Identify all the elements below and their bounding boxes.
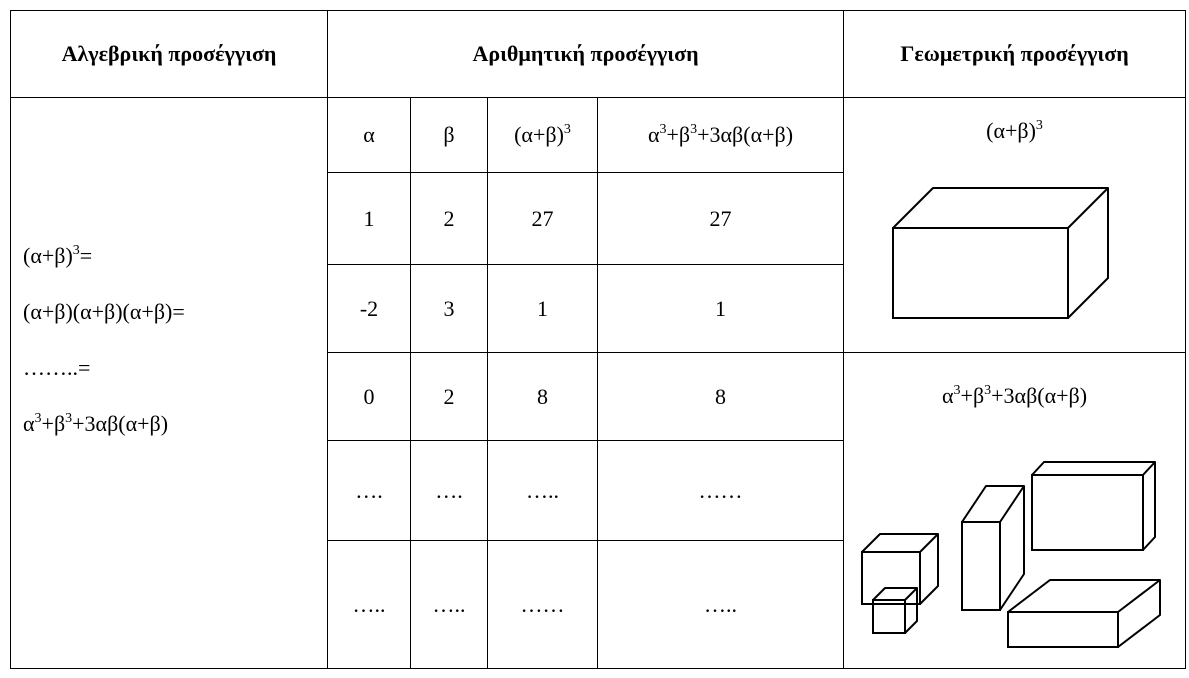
formula-text: +β	[960, 383, 985, 408]
superscript: 3	[65, 411, 73, 426]
header-cell: Γεωμετρική προσέγγιση	[843, 10, 1187, 98]
cell: 2	[410, 172, 488, 265]
superscript: 3	[690, 122, 698, 137]
formula-text: +β	[666, 122, 691, 147]
formula-text: +3αβ(α+β)	[697, 122, 794, 147]
geometric-cell: (α+β)3	[843, 97, 1187, 353]
cell: 27	[487, 172, 598, 265]
cell: ….	[410, 440, 488, 541]
formula-text: α	[942, 383, 954, 408]
superscript: 3	[563, 122, 571, 137]
formula-text: (α+β)(α+β)(α+β)=	[23, 299, 185, 324]
algebraic-line: (α+β)3=	[23, 243, 327, 299]
formula-text: α	[23, 411, 35, 436]
header-row: Αλγεβρική προσέγγιση Αριθμητική προσέγγι…	[10, 10, 1187, 98]
formula-text: α	[363, 122, 375, 147]
table-row: …..…..………..	[11, 540, 1186, 669]
table-row: (α+β)3= (α+β)(α+β)(α+β)= ……..= α3+β3+3αβ(α+…	[10, 97, 1187, 669]
approach-table: Αλγεβρική προσέγγιση Αριθμητική προσέγγι…	[10, 10, 1187, 669]
algebraic-line: ……..=	[23, 355, 327, 411]
formula: (α+β)3	[844, 118, 1185, 144]
geometric-cell: α3+β3+3αβ(α+β)	[843, 352, 1187, 669]
cell: 0	[327, 352, 411, 441]
cell: 3	[410, 264, 488, 353]
formula-text: (α+β)	[514, 122, 564, 147]
header-cell: Αλγεβρική προσέγγιση	[10, 10, 328, 98]
superscript: 3	[953, 383, 961, 398]
superscript: 3	[659, 122, 667, 137]
formula-text: (α+β)	[23, 243, 73, 268]
cell: …..	[487, 440, 598, 541]
cell: …..	[596, 540, 845, 669]
algebraic-line: α3+β3+3αβ(α+β)	[23, 411, 327, 467]
formula: α3+β3+3αβ(α+β)	[844, 383, 1185, 409]
cell: …..	[410, 540, 488, 669]
cell: 8	[487, 352, 598, 441]
cell: α	[327, 97, 411, 173]
table-row: ….….…..……	[11, 440, 1186, 541]
formula-text: ……..=	[23, 355, 91, 380]
cell: 1	[487, 264, 598, 353]
cell: -2	[327, 264, 411, 353]
cell: ….	[327, 440, 411, 541]
formula-text: +3αβ(α+β)	[72, 411, 169, 436]
superscript: 3	[1035, 118, 1043, 133]
formula-text: β	[443, 122, 455, 147]
header-cell: Αριθμητική προσέγγιση	[326, 10, 845, 98]
formula-text: +3αβ(α+β)	[991, 383, 1088, 408]
cell: 1	[327, 172, 411, 265]
formula-text: α	[647, 122, 660, 147]
algebraic-cell: (α+β)3= (α+β)(α+β)(α+β)= ……..= α3+β3+3αβ(α+…	[10, 97, 328, 669]
superscript: 3	[984, 383, 992, 398]
cell: …..	[327, 540, 411, 669]
cell: β	[410, 97, 488, 173]
formula-text: =	[79, 243, 93, 268]
table-row: 1 2 27 27	[11, 172, 1186, 265]
cell: (α+β)3	[487, 97, 598, 173]
formula-text: +β	[41, 411, 66, 436]
cell: 2	[410, 352, 488, 441]
algebraic-line: (α+β)(α+β)(α+β)=	[23, 299, 327, 355]
superscript: 3	[34, 411, 42, 426]
cell: ……	[596, 440, 845, 541]
cell: α3+β3+3αβ(α+β)	[596, 97, 845, 173]
cell: 1	[596, 264, 845, 353]
superscript: 3	[72, 243, 80, 258]
cell: ……	[487, 540, 598, 669]
cell: 27	[596, 172, 845, 265]
cell: 8	[596, 352, 845, 441]
formula-text: (α+β)	[986, 118, 1036, 143]
